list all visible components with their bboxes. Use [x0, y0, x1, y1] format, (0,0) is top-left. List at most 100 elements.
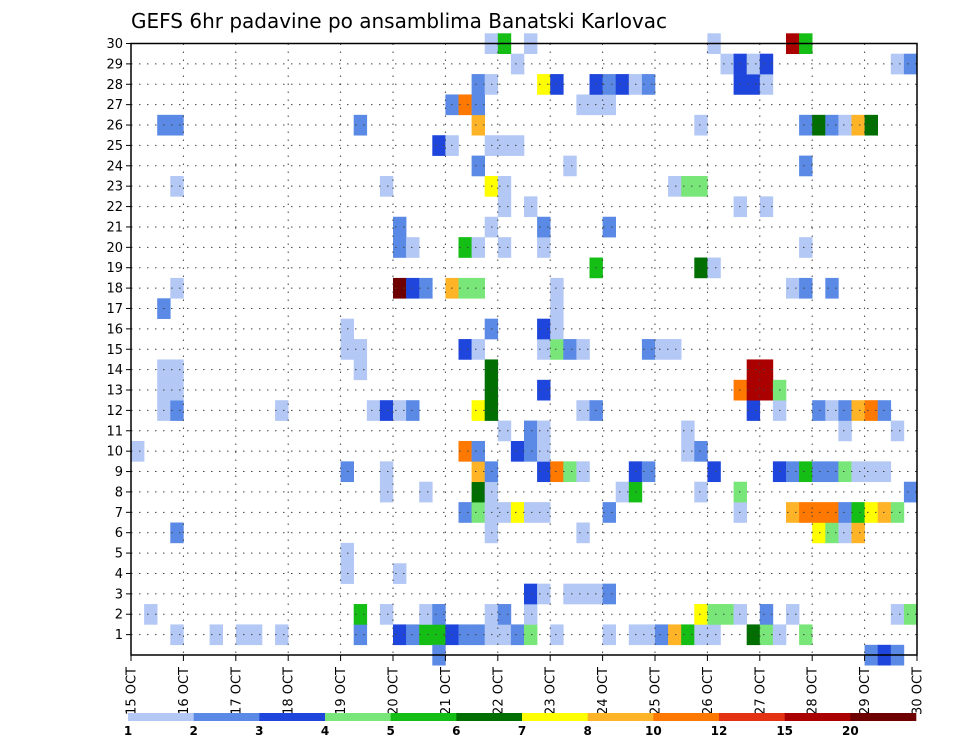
heatmap-cell	[170, 114, 184, 136]
heatmap-cell	[353, 604, 368, 625]
heatmap-cell	[524, 583, 538, 605]
y-tick-label: 26	[106, 119, 123, 134]
y-tick-label: 2	[115, 608, 123, 623]
heatmap-cell	[406, 400, 420, 421]
heatmap-cell	[890, 420, 905, 442]
heatmap-cell	[458, 277, 472, 299]
heatmap-cell	[825, 400, 839, 421]
x-tick-label: 16 OCT	[177, 667, 192, 715]
heatmap-cell	[510, 502, 525, 523]
heatmap-cell	[497, 624, 512, 646]
heatmap-cell	[759, 624, 774, 646]
heatmap-cell	[458, 440, 472, 462]
heatmap-cell	[537, 379, 551, 401]
heatmap-cell	[707, 604, 721, 625]
heatmap-cell	[707, 461, 721, 483]
heatmap-cell	[799, 155, 813, 177]
heatmap-cell	[537, 237, 551, 258]
heatmap-cell	[799, 461, 813, 483]
heatmap-cell	[471, 461, 485, 483]
y-tick-labels: 1234567891011121314151617181920212223242…	[106, 37, 123, 643]
heatmap-cell	[537, 339, 551, 360]
heatmap-cell	[668, 175, 682, 197]
legend-label: 2	[189, 724, 197, 738]
heatmap-cell	[851, 114, 865, 136]
x-tick-labels: 15 OCT 16 OCT 17 OCT 18 OCT 19 OCT 20 OCT 21 O…	[125, 667, 926, 715]
heatmap-cell	[235, 624, 250, 646]
heatmap-cell	[786, 502, 800, 523]
x-tick-label: 24 OCT	[596, 667, 611, 715]
x-tick-label: 25 OCT	[649, 667, 664, 715]
heatmap-cell	[393, 237, 407, 258]
heatmap-cell	[537, 216, 551, 238]
heatmap-cell	[746, 74, 761, 95]
y-tick-label: 25	[106, 139, 123, 154]
legend-swatch	[522, 713, 588, 721]
heatmap-cell	[471, 502, 485, 523]
heatmap-cell	[825, 277, 839, 299]
heatmap-cell	[510, 440, 525, 462]
heatmap-cell	[694, 114, 708, 136]
x-tick-label: 22 OCT	[491, 667, 506, 715]
heatmap-cell	[537, 440, 551, 462]
y-tick-label: 11	[106, 424, 123, 439]
heatmap-cell	[576, 94, 590, 116]
heatmap-cell	[170, 379, 184, 401]
heatmap-cell	[563, 461, 577, 483]
y-tick-label: 8	[115, 485, 123, 500]
x-tick-label: 26 OCT	[701, 667, 716, 715]
heatmap-cell	[812, 502, 826, 523]
heatmap-cell	[393, 624, 407, 646]
heatmap-cell	[681, 420, 695, 442]
heatmap-cell	[170, 175, 184, 197]
x-tick-label: 17 OCT	[229, 667, 244, 715]
legend-swatch	[259, 713, 326, 721]
heatmap-cell	[602, 624, 616, 646]
y-tick-label: 19	[106, 261, 123, 276]
heatmap-cell	[170, 277, 184, 299]
heatmap-cell	[890, 604, 905, 625]
heatmap-cell	[786, 461, 800, 483]
grid-lines	[131, 43, 917, 655]
heatmap-cell	[471, 74, 485, 95]
heatmap-cell	[550, 461, 564, 483]
heatmap-cell	[851, 522, 865, 544]
x-tick-label: 30 OCT	[911, 667, 926, 715]
heatmap-cell	[393, 277, 407, 299]
heatmap-cell	[497, 502, 512, 523]
heatmap-cell	[393, 216, 407, 238]
heatmap-cell	[406, 624, 420, 646]
x-tick-label: 15 OCT	[125, 667, 140, 715]
heatmap-cell	[851, 400, 865, 421]
heatmap-cell	[510, 624, 525, 646]
legend-swatch	[128, 713, 194, 721]
heatmap-cell	[838, 114, 852, 136]
heatmap-cell	[458, 502, 472, 523]
heatmap-cell	[759, 53, 774, 75]
legend-label: 4	[321, 724, 329, 738]
heatmap-cell	[144, 604, 158, 625]
heatmap-cell	[576, 400, 590, 421]
heatmap-cell	[393, 563, 407, 584]
heatmap-cell	[825, 461, 839, 483]
y-tick-label: 3	[115, 587, 123, 602]
heatmap-cell	[458, 94, 472, 116]
legend-label: 1	[124, 724, 132, 738]
heatmap-cell	[537, 461, 551, 483]
heatmap-cell	[602, 583, 616, 605]
heatmap-cell	[537, 318, 551, 340]
heatmap-cell	[458, 624, 472, 646]
y-tick-label: 15	[106, 343, 123, 358]
legend-swatch	[390, 713, 457, 721]
heatmap-cell	[524, 420, 538, 442]
heatmap-cell	[497, 604, 512, 625]
heatmap-cell	[838, 502, 852, 523]
heatmap-cell	[379, 604, 394, 625]
heatmap-cell	[497, 196, 512, 218]
y-tick-label: 10	[106, 445, 123, 460]
heatmap-cell	[170, 522, 184, 544]
heatmap-cell	[550, 339, 564, 360]
heatmap-cell	[812, 114, 826, 136]
heatmap-cell	[641, 74, 656, 95]
y-tick-label: 24	[106, 159, 123, 174]
